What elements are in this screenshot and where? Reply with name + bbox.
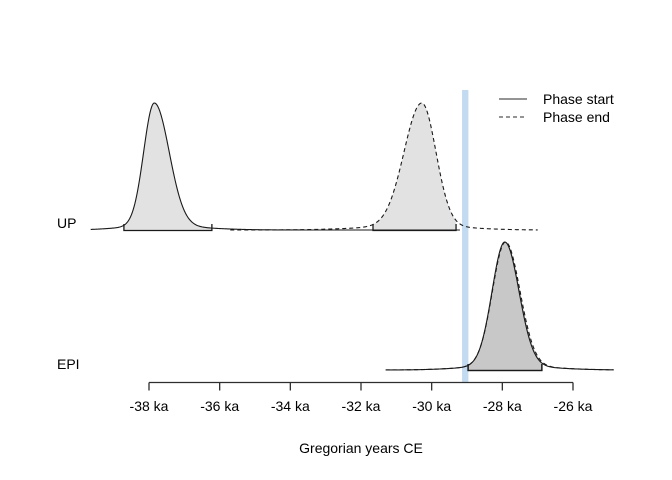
x-tick-label-36ka: -36 ka xyxy=(200,398,240,414)
legend-label-phase-start: Phase start xyxy=(543,91,614,107)
x-axis xyxy=(148,381,574,391)
row-label-epi: EPI xyxy=(57,356,80,372)
density-up-start-hdi-fill xyxy=(123,103,212,230)
x-axis-title: Gregorian years CE xyxy=(299,440,423,456)
density-epi-end-hdi-fill xyxy=(468,242,542,370)
density-epi-end-curve xyxy=(385,241,614,371)
legend-label-phase-end: Phase end xyxy=(543,109,610,125)
x-tick-label-38ka: -38 ka xyxy=(129,398,169,414)
density-up-start-hdi-bracket xyxy=(123,224,213,232)
highlight-band xyxy=(462,90,469,382)
x-tick-label-26ka: -26 ka xyxy=(553,398,593,414)
density-up-end-hdi-fill xyxy=(373,103,457,230)
x-tick-label-28ka: -28 ka xyxy=(482,398,522,414)
x-tick-label-34ka: -34 ka xyxy=(270,398,310,414)
row-label-up: UP xyxy=(57,215,77,231)
density-epi-end-hdi-bracket xyxy=(467,364,543,372)
x-tick-label-30ka: -30 ka xyxy=(412,398,452,414)
density-epi-start-hdi-fill xyxy=(468,242,542,370)
density-up-end-hdi-bracket xyxy=(372,224,457,232)
density-up-end-curve xyxy=(230,102,538,231)
x-tick-label-32ka: -32 ka xyxy=(341,398,381,414)
